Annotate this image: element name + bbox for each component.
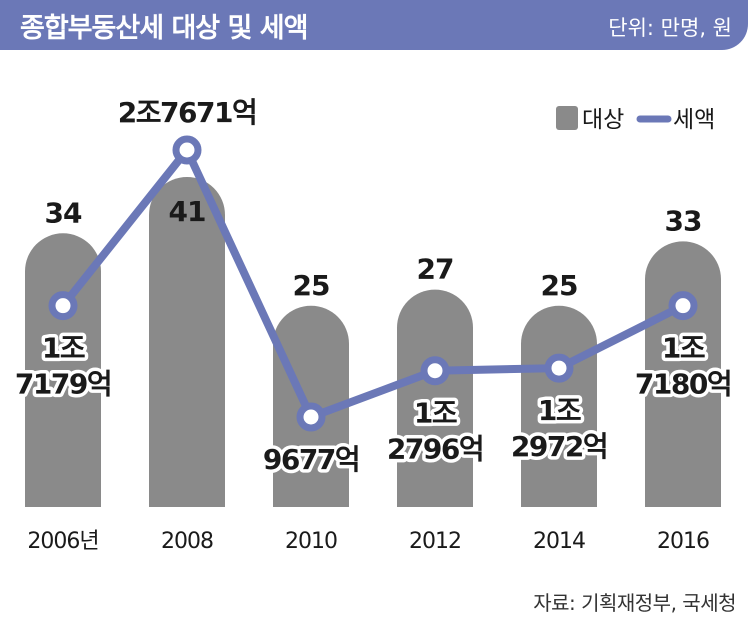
tax-value-label: 7180억 — [635, 368, 731, 401]
tax-value-label: 2972억 — [511, 430, 607, 463]
tax-value-label: 1조 — [538, 394, 581, 427]
x-tick-label: 2016 — [657, 529, 709, 554]
x-tick-label: 2012 — [409, 529, 461, 554]
x-axis: 2006년 2008 2010 2012 2014 2016 — [27, 529, 710, 554]
tax-value-label: 7179억 — [15, 368, 111, 401]
source-note: 자료: 기획재정부, 국세청 — [533, 591, 736, 615]
legend: 대상 세액 — [556, 106, 715, 133]
tax-value-label: 1조 — [414, 397, 457, 430]
tax-point — [420, 356, 450, 386]
bar-2012 — [397, 289, 473, 507]
x-tick-label: 2010 — [285, 529, 337, 554]
tax-point — [172, 135, 202, 165]
bar-value-label: 27 — [417, 253, 454, 286]
legend-label-line: 세액 — [673, 107, 715, 133]
tax-point — [296, 402, 326, 432]
tax-value-label: 9677억 — [263, 443, 359, 476]
x-tick-label: 2006년 — [27, 529, 98, 554]
title-banner: 종합부동산세 대상 및 세액 단위: 만명, 원 — [0, 0, 748, 50]
tax-value-label: 1조 — [662, 332, 705, 365]
bar-2016 — [645, 241, 721, 507]
tax-line — [59, 146, 685, 421]
bar-2008 — [149, 176, 225, 507]
tax-point — [48, 291, 78, 321]
bar-2006년 — [25, 233, 101, 507]
bar-value-label: 25 — [541, 269, 578, 302]
chart-title: 종합부동산세 대상 및 세액 — [20, 13, 308, 44]
bar-value-label: 34 — [45, 196, 82, 229]
tax-value-label: 2796억 — [387, 433, 483, 466]
bar-value-label: 25 — [293, 269, 330, 302]
bar-value-label: 41 — [169, 195, 206, 228]
legend-bar-swatch — [556, 106, 578, 130]
x-tick-label: 2014 — [533, 529, 585, 554]
tax-value-label: 1조 — [42, 332, 85, 365]
legend-label-bars: 대상 — [582, 107, 624, 133]
tax-value-label: 2조7671억 — [118, 96, 256, 129]
x-tick-label: 2008 — [161, 529, 213, 554]
tax-point — [544, 353, 574, 383]
tax-point — [668, 291, 698, 321]
unit-note: 단위: 만명, 원 — [608, 16, 732, 40]
bar-value-label: 33 — [665, 204, 702, 237]
